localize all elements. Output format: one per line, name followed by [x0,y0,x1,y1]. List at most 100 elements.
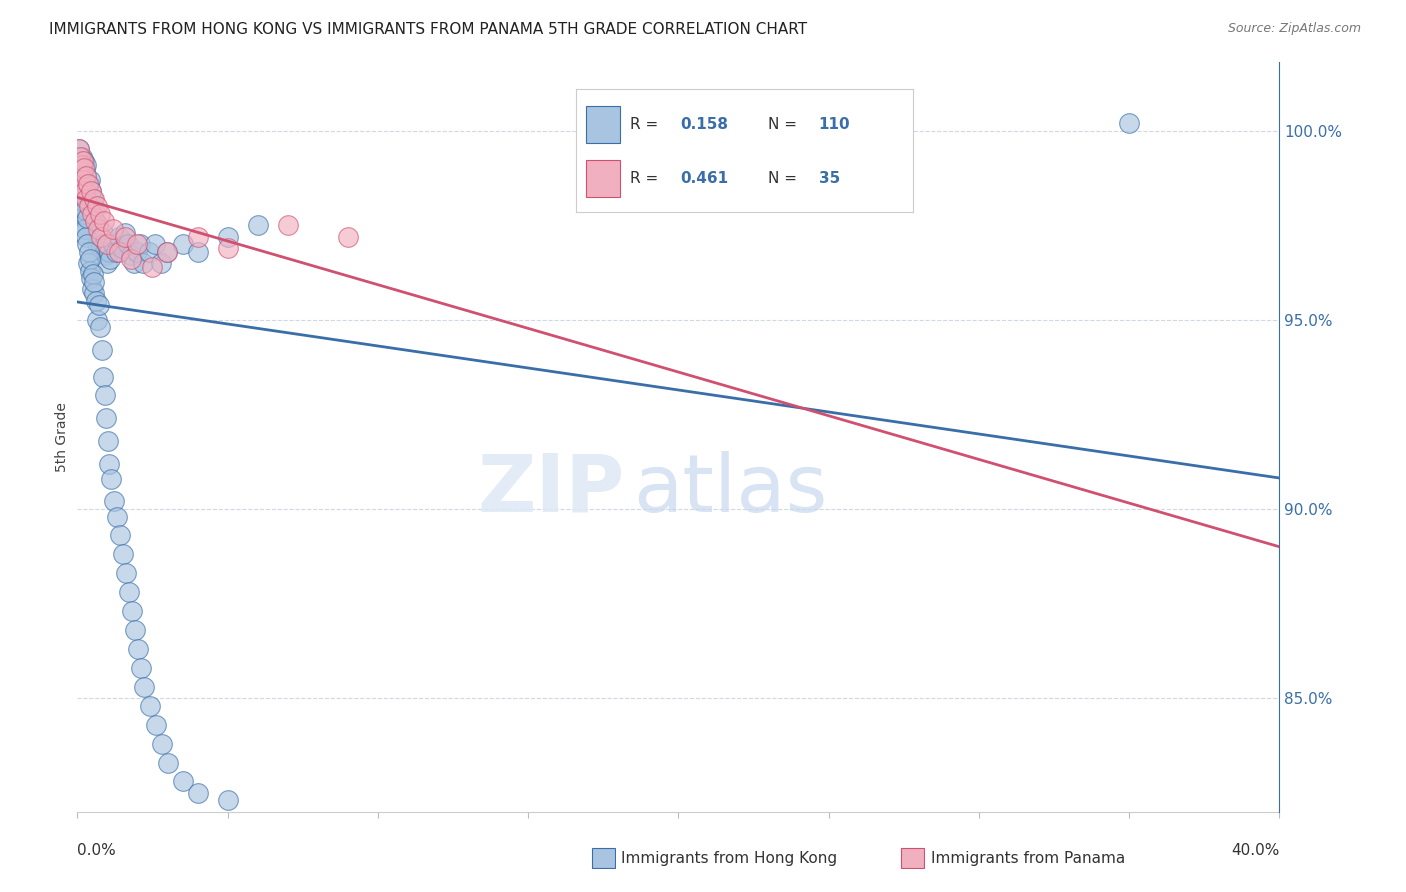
FancyBboxPatch shape [901,848,924,868]
Point [73,184,96,198]
Text: Immigrants from Panama: Immigrants from Panama [931,851,1125,865]
Text: 0.0%: 0.0% [77,843,117,858]
Point [156,244,179,259]
Point [70,180,93,194]
Point [111,548,134,562]
Point [156,244,179,259]
Point [73,161,96,176]
Point [69,207,91,221]
Point [145,717,167,731]
Point [73,195,96,210]
Point [96,411,118,425]
Point [124,623,146,637]
Point [150,256,173,270]
Point [97,434,120,448]
Point [70,218,93,232]
Point [76,180,98,194]
Text: atlas: atlas [633,450,827,529]
Point [77,177,100,191]
Point [108,528,131,542]
Point [67,161,90,176]
Point [72,207,94,221]
Point [121,604,143,618]
Point [80,184,103,198]
Point [73,222,96,236]
Point [70,187,93,202]
Point [77,256,100,270]
Point [127,244,149,259]
Text: Source: ZipAtlas.com: Source: ZipAtlas.com [1227,22,1361,36]
Point [187,229,209,244]
Point [69,169,91,183]
Point [79,263,101,277]
Point [72,226,94,240]
Point [84,293,107,308]
Point [124,256,146,270]
Point [80,271,103,285]
Point [84,214,107,228]
Point [89,320,111,334]
Point [145,237,167,252]
Point [89,207,111,221]
Point [150,737,173,751]
Point [77,244,100,259]
Point [75,202,97,217]
Point [69,153,91,168]
Point [83,275,105,289]
Point [217,229,239,244]
Point [120,252,142,267]
Point [87,222,110,236]
Point [79,173,101,187]
Point [86,237,108,252]
Point [72,165,94,179]
Point [108,229,131,244]
Point [87,298,110,312]
Point [87,218,110,232]
Point [83,214,105,228]
Point [86,312,108,326]
Point [187,244,209,259]
Point [114,229,136,244]
Point [72,199,94,213]
Point [69,161,91,176]
Point [132,256,155,270]
Point [76,177,98,191]
Point [82,268,104,282]
Point [73,177,96,191]
Point [172,774,194,789]
Point [108,244,131,259]
Point [93,388,115,402]
Point [83,192,105,206]
Point [103,494,125,508]
Point [246,218,269,232]
Point [103,222,125,236]
Point [72,153,94,168]
Point [90,241,112,255]
Point [67,143,90,157]
Point [75,192,97,206]
Point [72,173,94,187]
Point [111,241,134,255]
Point [94,248,117,262]
Point [118,585,141,599]
Point [127,237,149,252]
Text: Immigrants from Hong Kong: Immigrants from Hong Kong [621,851,838,865]
Point [75,169,97,183]
Point [69,150,91,164]
Text: 40.0%: 40.0% [1232,843,1279,858]
Point [76,211,98,225]
Point [217,793,239,807]
Point [96,256,118,270]
FancyBboxPatch shape [592,848,614,868]
Point [100,472,122,486]
Point [91,226,114,240]
Point [70,161,93,176]
Point [90,343,112,357]
Point [93,237,115,252]
Point [70,158,93,172]
Point [75,229,97,244]
Point [105,509,128,524]
Point [120,248,142,262]
Point [336,229,359,244]
Point [76,192,98,206]
